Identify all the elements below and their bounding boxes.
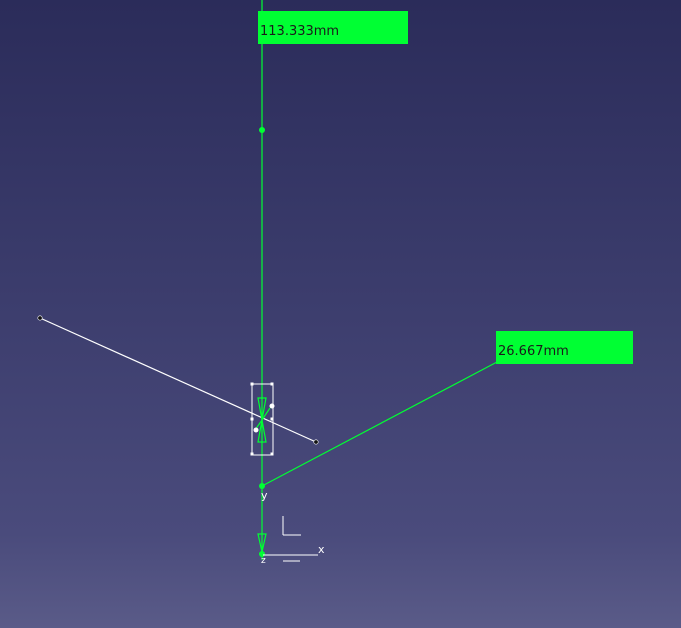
sketch-line-start-point[interactable] (37, 315, 43, 321)
axis-label-z: z (261, 556, 266, 566)
sketch-line[interactable] (39, 317, 317, 443)
radial-dimension-leader[interactable] (261, 361, 498, 487)
dimension-label-length[interactable]: 113.333mm (258, 11, 408, 44)
sketch-line-end-point[interactable] (313, 439, 319, 445)
axis-label-y: y (261, 489, 268, 502)
dimension-label-radius[interactable]: 26.667mm (496, 331, 633, 364)
manipulator-handle-1[interactable] (269, 403, 275, 409)
part-bounding-box[interactable] (250, 382, 274, 456)
axis-label-x: x (318, 543, 325, 556)
axis-triad (263, 516, 318, 562)
construction-point-bottom[interactable] (259, 483, 265, 489)
construction-point-top[interactable] (259, 127, 265, 133)
manipulator-handle-2[interactable] (253, 427, 259, 433)
axis-arrow-marker (257, 533, 267, 553)
